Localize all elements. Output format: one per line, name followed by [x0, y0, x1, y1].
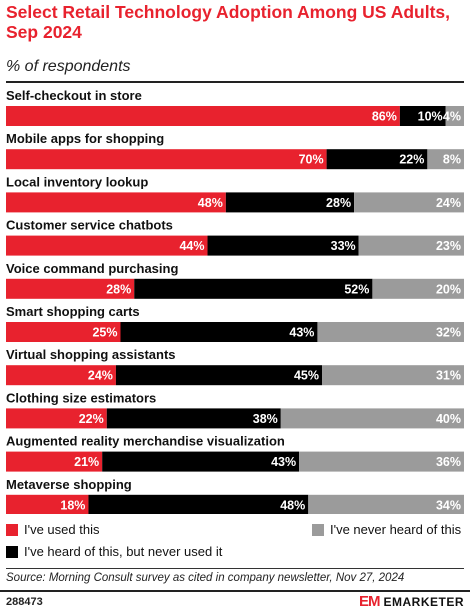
chart-subtitle: % of respondents: [6, 58, 131, 75]
data-label-never: 34%: [436, 498, 461, 512]
bar-segment-never: [354, 192, 464, 213]
bar-segment-used: [6, 322, 121, 342]
bar-segment-used: [6, 365, 116, 386]
category-label: Virtual shopping assistants: [6, 347, 176, 362]
legend-swatch-used: [6, 523, 18, 536]
bar-segment-used: [6, 235, 208, 256]
footer-divider: [6, 568, 464, 569]
bar-segment-used: [6, 278, 135, 299]
bar-segment-never: [317, 322, 464, 342]
data-label-used: 18%: [60, 498, 85, 512]
data-label-used: 24%: [88, 369, 113, 383]
data-label-heard: 45%: [294, 369, 319, 383]
data-label-heard: 22%: [399, 153, 424, 167]
data-label-heard: 28%: [326, 196, 351, 210]
category-label: Smart shopping carts: [6, 304, 140, 319]
source-note: Source: Morning Consult survey as cited …: [6, 572, 405, 584]
bar-segment-used: [6, 106, 400, 126]
bar-segment-used: [6, 451, 103, 472]
bar-segment-never: [280, 408, 464, 429]
category-label: Mobile apps for shopping: [6, 131, 164, 146]
bar-segment-never: [445, 106, 464, 126]
legend-label-heard: I've heard of this, but never used it: [24, 544, 223, 559]
data-label-used: 48%: [198, 196, 223, 210]
data-label-heard: 10%: [418, 110, 443, 124]
bar-segment-used: [6, 192, 226, 213]
category-label: Augmented reality merchandise visualizat…: [6, 434, 285, 449]
stacked-bar-chart: Self-checkout in store 86% 10% 4% Mobile app…: [6, 88, 464, 514]
data-label-heard: 43%: [271, 455, 296, 469]
data-label-heard: 48%: [280, 498, 305, 512]
legend-swatch-heard: [6, 545, 18, 558]
bottom-divider: [0, 590, 470, 592]
legend-label-used: I've used this: [24, 522, 100, 537]
category-label: Local inventory lookup: [6, 174, 148, 189]
data-label-never: 31%: [436, 369, 461, 383]
bar-segment-used: [6, 149, 327, 170]
data-label-used: 21%: [74, 455, 99, 469]
title-divider: [6, 81, 464, 83]
data-label-never: 40%: [436, 412, 461, 426]
data-label-never: 36%: [436, 455, 461, 469]
brand-name: EMARKETER: [383, 594, 464, 609]
category-label: Clothing size estimators: [6, 390, 156, 405]
legend-item-used: I've used this: [6, 522, 99, 537]
bar-segment-never: [299, 451, 464, 472]
chart-id: 288473: [6, 596, 43, 608]
legend-item-heard: I've heard of this, but never used it: [6, 544, 222, 559]
bar-segment-never: [372, 278, 464, 299]
data-label-used: 22%: [79, 412, 104, 426]
category-label: Self-checkout in store: [6, 88, 142, 103]
data-label-heard: 33%: [331, 239, 356, 253]
bar-segment-never: [358, 235, 464, 256]
bar-segment-heard: [106, 408, 281, 429]
bar-segment-heard: [225, 192, 355, 213]
bar-segment-heard: [120, 322, 318, 342]
data-label-heard: 38%: [253, 412, 278, 426]
bar-segment-heard: [326, 149, 428, 170]
category-label: Customer service chatbots: [6, 218, 173, 233]
legend-item-never: I've never heard of this: [312, 522, 461, 537]
data-label-used: 28%: [106, 282, 131, 296]
data-label-used: 25%: [92, 326, 117, 340]
legend-swatch-never: [312, 523, 324, 536]
bar-segment-used: [6, 408, 107, 429]
data-label-never: 32%: [436, 326, 461, 340]
chart-title: Select Retail Technology Adoption Among …: [6, 2, 450, 42]
category-label: Metaverse shopping: [6, 477, 132, 492]
data-label-never: 23%: [436, 239, 461, 253]
bar-segment-heard: [399, 106, 446, 126]
data-label-used: 86%: [372, 110, 397, 124]
legend: I've used this I've heard of this, but n…: [6, 520, 464, 564]
bar-segment-heard: [134, 278, 373, 299]
bar-segment-never: [427, 149, 464, 170]
bar-segment-heard: [88, 494, 309, 514]
data-label-never: 4%: [443, 110, 461, 124]
data-label-used: 70%: [299, 153, 324, 167]
data-label-heard: 52%: [344, 282, 369, 296]
data-label-never: 8%: [443, 153, 461, 167]
brand-mark-icon: EM: [358, 593, 380, 610]
bar-segment-used: [6, 494, 89, 514]
data-label-used: 44%: [179, 239, 204, 253]
brand-logo: EM EMARKETER: [359, 593, 464, 610]
legend-label-never: I've never heard of this: [330, 522, 462, 537]
bar-segment-heard: [207, 235, 359, 256]
bar-segment-never: [322, 365, 464, 386]
bar-segment-never: [308, 494, 464, 514]
bar-segment-heard: [115, 365, 323, 386]
data-label-never: 24%: [436, 196, 461, 210]
data-label-never: 20%: [436, 282, 461, 296]
bar-segment-heard: [102, 451, 300, 472]
category-label: Voice command purchasing: [6, 261, 178, 276]
data-label-heard: 43%: [289, 326, 314, 340]
